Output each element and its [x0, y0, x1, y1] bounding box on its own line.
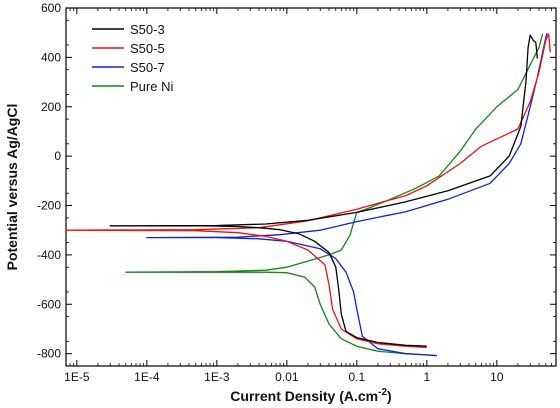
x-tick-label: 10	[490, 370, 504, 384]
y-tick-label: 600	[41, 1, 61, 15]
x-tick-label: 1E-4	[134, 370, 160, 384]
y-tick-label: -400	[37, 248, 61, 262]
legend-label-pure-ni: Pure Ni	[130, 79, 173, 94]
legend-label-s50-3: S50-3	[130, 22, 165, 37]
y-tick-label: -600	[37, 297, 61, 311]
ticks-layer: 1E-5 1E-4 1E-3 0.01 0.1 1 10 -800 -600 -400 -200 0 2…	[37, 1, 557, 384]
y-tick-label: 200	[41, 100, 61, 114]
legend: S50-3 S50-5 S50-7 Pure Ni	[92, 22, 173, 94]
legend-label-s50-7: S50-7	[130, 60, 165, 75]
plot-frame	[65, 7, 557, 367]
series-line-pure-ni	[125, 33, 544, 357]
legend-label-s50-5: S50-5	[130, 41, 165, 56]
y-tick-label: 400	[41, 50, 61, 64]
x-tick-label: 1	[423, 370, 430, 384]
x-tick-label: 0.01	[275, 370, 299, 384]
series-line-s50-7	[146, 33, 548, 357]
series-line-s50-3	[109, 34, 539, 347]
x-tick-label: 1E-5	[64, 370, 90, 384]
y-tick-label: -800	[37, 347, 61, 361]
x-axis-title: Current Density (A.cm-2)	[230, 387, 391, 404]
series-layer	[65, 33, 551, 357]
y-tick-label: -200	[37, 199, 61, 213]
x-tick-label: 1E-3	[204, 370, 230, 384]
y-axis-title: Potential versus Ag/AgCl	[4, 104, 20, 271]
y-tick-label: 0	[54, 149, 61, 163]
x-tick-label: 0.1	[348, 370, 365, 384]
